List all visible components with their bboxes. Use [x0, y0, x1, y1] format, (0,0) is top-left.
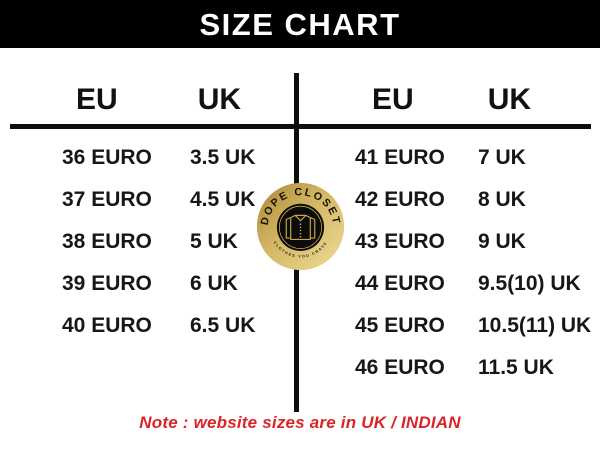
table-row: 46 EURO 11.5 UK	[300, 347, 600, 389]
badge-inner-ring	[278, 205, 323, 249]
uk-size: 6.5 UK	[190, 314, 256, 337]
logo-badge-graphic: DOPE CLOSET CLOTHES YOU CRAVE	[256, 182, 345, 271]
uk-size: 9.5(10) UK	[478, 272, 581, 295]
uk-size: 6 UK	[190, 272, 238, 295]
eu-size: 46 EURO	[355, 356, 445, 379]
column-header-uk: UK	[197, 83, 242, 116]
uk-size: 5 UK	[190, 230, 238, 253]
eu-size: 38 EURO	[62, 230, 152, 253]
uk-size: 4.5 UK	[190, 188, 256, 211]
table-row: 37 EURO 4.5 UK	[0, 179, 294, 221]
uk-size: 3.5 UK	[190, 146, 256, 169]
table-row: 40 EURO 6.5 UK	[0, 305, 294, 347]
size-rows-left: 36 EURO 3.5 UK 37 EURO 4.5 UK 38 EURO 5 …	[0, 137, 294, 347]
table-row: 45 EURO 10.5(11) UK	[300, 305, 600, 347]
eu-size: 42 EURO	[355, 188, 445, 211]
table-horizontal-rule	[10, 124, 591, 129]
column-header-uk: UK	[487, 83, 532, 116]
column-headers-right: EU UK	[300, 48, 600, 125]
table-row: 36 EURO 3.5 UK	[0, 137, 294, 179]
eu-size: 41 EURO	[355, 146, 445, 169]
column-headers-left: EU UK	[0, 48, 294, 125]
size-rows-right: 41 EURO 7 UK 42 EURO 8 UK 43 EURO 9 UK 4…	[300, 137, 600, 389]
note-text: Note : website sizes are in UK / INDIAN	[139, 413, 461, 432]
uk-size: 10.5(11) UK	[478, 314, 592, 337]
table-row: 44 EURO 9.5(10) UK	[300, 263, 600, 305]
size-table-left: EU UK 36 EURO 3.5 UK 37 EURO 4.5 UK 38 E…	[0, 48, 294, 347]
uk-size: 7 UK	[478, 146, 526, 169]
title-bar: SIZE CHART	[0, 0, 600, 48]
eu-size: 36 EURO	[62, 146, 152, 169]
table-row: 43 EURO 9 UK	[300, 221, 600, 263]
uk-size: 8 UK	[478, 188, 526, 211]
eu-size: 45 EURO	[355, 314, 445, 337]
dope-closet-logo: DOPE CLOSET CLOTHES YOU CRAVE	[256, 182, 345, 271]
eu-size: 43 EURO	[355, 230, 445, 253]
uk-size: 9 UK	[478, 230, 526, 253]
eu-size: 37 EURO	[62, 188, 152, 211]
uk-size: 11.5 UK	[478, 356, 554, 379]
table-row: 39 EURO 6 UK	[0, 263, 294, 305]
table-row: 42 EURO 8 UK	[300, 179, 600, 221]
table-row: 38 EURO 5 UK	[0, 221, 294, 263]
size-table-right: EU UK 41 EURO 7 UK 42 EURO 8 UK 43 EURO …	[300, 48, 600, 389]
column-header-eu: EU	[76, 83, 118, 116]
eu-size: 40 EURO	[62, 314, 152, 337]
eu-size: 44 EURO	[355, 272, 445, 295]
table-row: 41 EURO 7 UK	[300, 137, 600, 179]
page-title: SIZE CHART	[199, 6, 401, 42]
column-header-eu: EU	[372, 83, 414, 116]
eu-size: 39 EURO	[62, 272, 152, 295]
shirt-icon	[285, 214, 316, 240]
